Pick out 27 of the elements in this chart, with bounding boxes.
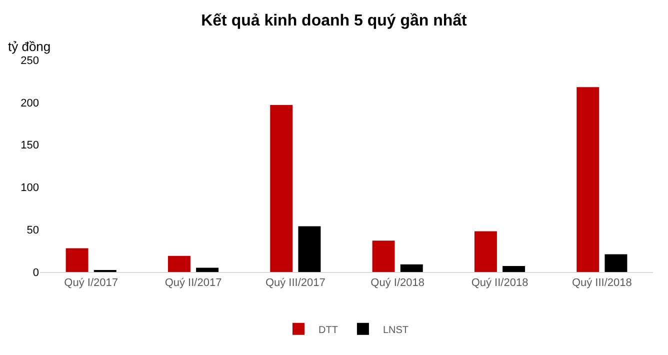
x-tick-label: Quý III/2017 — [265, 277, 326, 290]
legend-label: DTT — [318, 324, 338, 336]
y-tick-label: 0 — [32, 266, 39, 279]
bar — [196, 268, 219, 272]
x-tick-label: Quý I/2017 — [64, 277, 118, 290]
x-tick-label: Quý II/2017 — [164, 277, 222, 290]
y-axis-title: tỷ đồng — [8, 39, 51, 54]
bar — [270, 104, 293, 272]
y-tick-label: 100 — [20, 182, 39, 194]
chart-title: Kết quả kinh doanh 5 quý gần nhất — [201, 12, 468, 30]
x-tick-label: Quý III/2018 — [572, 277, 632, 290]
x-tick-label: Quý I/2018 — [370, 277, 424, 290]
y-tick-label: 250 — [20, 54, 39, 67]
bar — [604, 254, 628, 272]
y-tick-label: 50 — [26, 224, 39, 236]
y-tick-label: 150 — [20, 140, 39, 152]
bar — [168, 256, 190, 272]
x-tick-label: Quý II/2018 — [471, 277, 528, 290]
bar — [400, 264, 423, 272]
legend-label: LNST — [382, 324, 409, 336]
bar — [372, 240, 395, 272]
bar — [298, 226, 321, 272]
bar — [474, 231, 497, 272]
y-tick-label: 200 — [20, 97, 39, 110]
bar — [576, 87, 600, 272]
bar — [502, 266, 526, 272]
bar — [66, 248, 88, 272]
